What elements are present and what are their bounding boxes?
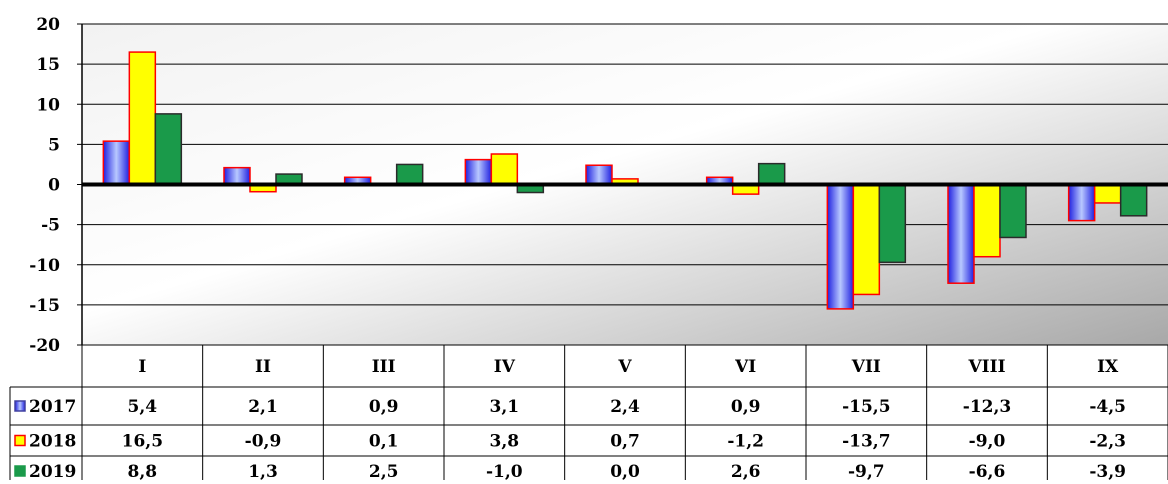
bar-2017-II <box>224 168 250 185</box>
data-label: -4,5 <box>1089 397 1126 417</box>
data-label: -13,7 <box>842 432 890 452</box>
y-tick-label: 5 <box>48 135 60 155</box>
data-label: 0,7 <box>610 432 640 452</box>
data-label: 2,6 <box>731 462 761 480</box>
bar-2019-VII <box>879 185 905 263</box>
data-label: 2,1 <box>248 397 278 417</box>
data-label: -6,6 <box>969 462 1006 480</box>
bar-2018-VIII <box>974 185 1000 257</box>
bar-2019-VIII <box>1000 185 1026 238</box>
legend-label-2019: 2019 <box>29 462 76 480</box>
data-label: 3,8 <box>490 432 520 452</box>
y-tick-label: 15 <box>36 55 60 75</box>
data-label: -0,9 <box>245 432 282 452</box>
bar-2017-IX <box>1069 185 1095 221</box>
bar-2019-III <box>397 164 423 184</box>
data-label: 3,1 <box>490 397 520 417</box>
category-label: II <box>255 357 271 377</box>
bar-2018-VII <box>853 185 879 295</box>
data-label: 0,0 <box>610 462 640 480</box>
legend-key-2017 <box>15 401 25 411</box>
legend-key-2018 <box>15 436 25 446</box>
data-label: -3,9 <box>1089 462 1126 480</box>
bar-2017-V <box>586 165 612 184</box>
y-tick-label: 20 <box>36 15 60 35</box>
y-tick-label: -10 <box>29 256 60 276</box>
bar-2019-VI <box>759 164 785 185</box>
category-label: V <box>617 357 632 377</box>
category-label: III <box>372 357 396 377</box>
data-label: -9,7 <box>848 462 885 480</box>
legend-label-2018: 2018 <box>29 432 76 452</box>
data-label: 1,3 <box>248 462 278 480</box>
data-label: -15,5 <box>842 397 890 417</box>
data-label: -1,0 <box>486 462 523 480</box>
bar-2017-IV <box>465 160 491 185</box>
category-label: I <box>138 357 146 377</box>
bar-2018-IX <box>1095 185 1121 203</box>
legend-label-2017: 2017 <box>29 397 76 417</box>
bar-2017-VII <box>827 185 853 309</box>
y-tick-label: 10 <box>36 95 60 115</box>
category-label: VII <box>851 357 881 377</box>
y-tick-label: 0 <box>48 176 60 196</box>
bar-2019-I <box>155 114 181 185</box>
data-label: 2,4 <box>610 397 640 417</box>
category-label: IX <box>1097 357 1119 377</box>
data-label: -12,3 <box>963 397 1011 417</box>
data-label: 8,8 <box>128 462 158 480</box>
data-label: -2,3 <box>1089 432 1126 452</box>
data-label: 0,1 <box>369 432 399 452</box>
bar-2018-I <box>129 52 155 184</box>
y-tick-label: -20 <box>29 336 60 356</box>
data-label: 5,4 <box>128 397 158 417</box>
y-tick-label: -15 <box>29 296 60 316</box>
y-tick-label: -5 <box>41 216 60 236</box>
data-label: 2,5 <box>369 462 399 480</box>
data-label: -1,2 <box>727 432 764 452</box>
data-label: 16,5 <box>122 432 163 452</box>
bar-2019-IX <box>1121 185 1147 216</box>
data-label: 0,9 <box>369 397 399 417</box>
category-label: IV <box>494 357 516 377</box>
bar-2018-IV <box>491 154 517 184</box>
bar-2017-VIII <box>948 185 974 284</box>
category-label: VIII <box>967 357 1005 377</box>
category-label: VI <box>734 357 756 377</box>
data-label: -9,0 <box>969 432 1006 452</box>
data-label: 0,9 <box>731 397 761 417</box>
legend-key-2019 <box>15 466 25 476</box>
bar-2017-I <box>103 141 129 184</box>
